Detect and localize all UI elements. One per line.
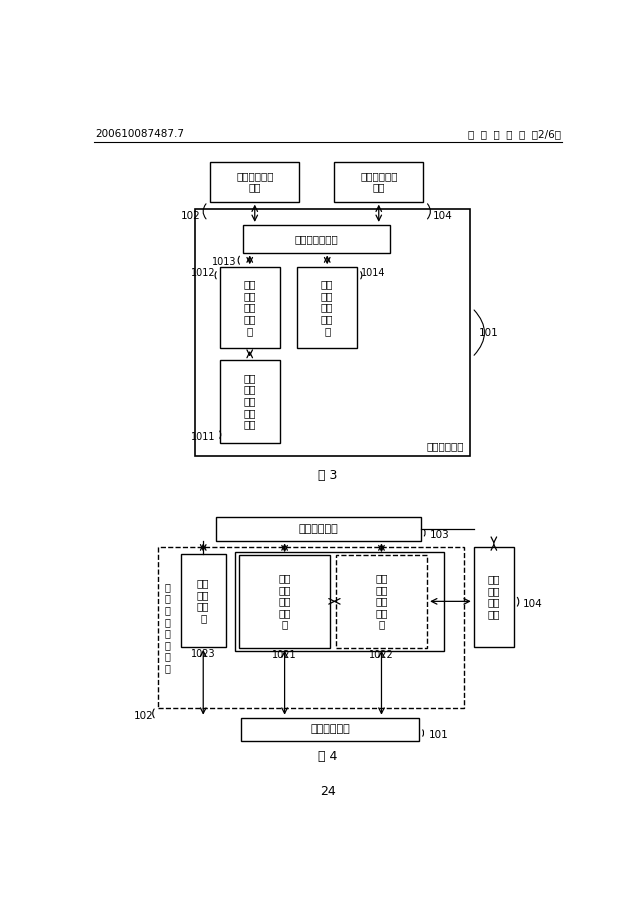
Text: 脚本解析语言
模块: 脚本解析语言 模块	[236, 171, 273, 192]
Bar	[216, 517, 421, 540]
Bar	[239, 555, 330, 648]
Text: 数据控制子模块: 数据控制子模块	[294, 234, 339, 243]
Text: 1011: 1011	[191, 432, 216, 442]
Bar	[241, 718, 419, 741]
Text: 1012: 1012	[191, 269, 216, 279]
Text: 103: 103	[430, 530, 450, 540]
Text: 业务
逻辑
处理
模块: 业务 逻辑 处理 模块	[488, 574, 500, 619]
Text: 网络
接入
点选
择子
模块: 网络 接入 点选 择子 模块	[243, 373, 256, 429]
Text: 地图
脚本
解析
子模
块: 地图 脚本 解析 子模 块	[375, 573, 388, 630]
Text: 24: 24	[320, 785, 336, 798]
Text: 页面
脚本
解析
子模
块: 页面 脚本 解析 子模 块	[278, 573, 291, 630]
Text: 数据处理模块: 数据处理模块	[310, 724, 350, 734]
Text: 图 3: 图 3	[318, 468, 338, 482]
Bar	[195, 210, 470, 456]
Bar	[157, 547, 463, 709]
Bar	[220, 360, 280, 443]
Text: 104: 104	[433, 210, 452, 220]
Text: 101: 101	[429, 731, 449, 741]
Text: 脚
本
语
言
解
析
模
块: 脚 本 语 言 解 析 模 块	[164, 582, 170, 673]
Text: 1022: 1022	[369, 650, 394, 660]
Bar	[235, 552, 444, 650]
Bar	[243, 225, 390, 252]
Text: 102: 102	[134, 711, 154, 722]
Text: 101: 101	[479, 328, 499, 338]
Text: 104: 104	[524, 599, 543, 609]
Text: 网络
链路
处理
子模
块: 网络 链路 处理 子模 块	[243, 280, 256, 336]
Text: 200610087487.7: 200610087487.7	[95, 129, 184, 139]
Text: 业务逻辑处理
模块: 业务逻辑处理 模块	[360, 171, 397, 192]
Text: 本地
文件
访问
子模
块: 本地 文件 访问 子模 块	[321, 280, 333, 336]
Bar	[334, 161, 423, 201]
Text: 用户界面模块: 用户界面模块	[298, 524, 338, 534]
Text: 事件
控制
子模
块: 事件 控制 子模 块	[197, 578, 209, 623]
Text: 1014: 1014	[362, 269, 386, 279]
Text: 1023: 1023	[191, 650, 216, 660]
Bar	[210, 161, 300, 201]
Bar	[336, 555, 428, 648]
Text: 1021: 1021	[272, 650, 297, 660]
Bar	[180, 555, 226, 647]
Bar	[474, 547, 514, 647]
Text: 数据处理模块: 数据处理模块	[426, 442, 463, 452]
Bar	[297, 267, 358, 348]
Text: 图 4: 图 4	[318, 750, 338, 763]
Bar	[220, 267, 280, 348]
Text: 说  明  书  附  图  第2/6页: 说 明 书 附 图 第2/6页	[467, 129, 561, 139]
Text: 102: 102	[181, 210, 201, 220]
Text: 1013: 1013	[212, 257, 237, 267]
